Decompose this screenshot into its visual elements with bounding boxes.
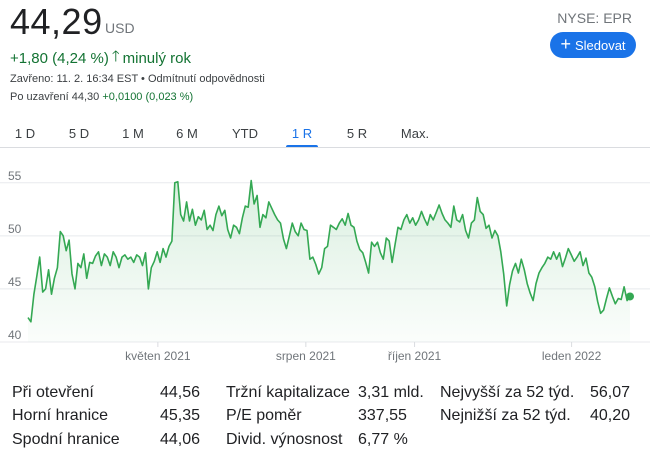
price-change: +1,80 (4,24 %) 🡑 minulý rok	[10, 46, 191, 71]
ticker-symbol: NYSE: EPR	[557, 10, 632, 26]
closed-info: Zavřeno: 11. 2. 16:34 EST • Odmítnutí od…	[10, 73, 265, 85]
after-hours-change: +0,0100 (0,023 %)	[102, 91, 194, 103]
tab-5r[interactable]: 5 R	[346, 125, 368, 141]
stat-mktcap-value: 3,31 mld.	[358, 384, 424, 401]
stat-mktcap-label: Tržní kapitalizace	[226, 384, 350, 401]
tab-1m[interactable]: 1 M	[122, 125, 144, 141]
change-value: +1,80 (4,24 %)	[10, 50, 109, 67]
change-period: minulý rok	[122, 50, 191, 67]
stat-high-value: 45,35	[159, 407, 200, 424]
stat-low-value: 44,06	[159, 431, 200, 448]
y-tick-label: 40	[8, 328, 22, 342]
stat-pe-value: 337,55	[358, 407, 407, 424]
stat-divyield-value: 6,77 %	[358, 431, 408, 448]
y-tick-label: 45	[8, 275, 22, 289]
stat-52low-value: 40,20	[589, 407, 630, 424]
stat-divyield-label: Divid. výnosnost	[226, 431, 343, 448]
follow-label: Sledovat	[574, 37, 626, 53]
plus-icon: +	[560, 34, 571, 54]
stat-open-label: Při otevření	[12, 384, 94, 401]
stat-52high-label: Nejvyšší za 52 týd.	[440, 384, 575, 401]
tab-max[interactable]: Max.	[400, 125, 430, 141]
tab-6m[interactable]: 6 M	[176, 125, 198, 141]
x-tick-label: říjen 2021	[388, 349, 442, 363]
stat-pe-label: P/E poměr	[226, 407, 302, 424]
tabs-divider	[0, 147, 650, 148]
y-axis-ticks: 55 50 45 40	[8, 170, 22, 342]
tab-1r[interactable]: 1 R	[286, 120, 318, 148]
follow-button[interactable]: + Sledovat	[550, 32, 636, 58]
after-hours-info: Po uzavření 44,30 +0,0100 (0,023 %)	[10, 91, 193, 103]
stat-open-value: 44,56	[159, 384, 200, 401]
y-tick-label: 50	[8, 222, 22, 236]
arrow-up-icon: 🡑	[111, 48, 120, 65]
current-price-dot	[626, 292, 634, 301]
x-tick-label: květen 2021	[125, 349, 191, 363]
stat-high-label: Horní hranice	[12, 407, 109, 424]
tab-5d[interactable]: 5 D	[68, 125, 90, 141]
x-tick-label: leden 2022	[542, 349, 602, 363]
tab-1d[interactable]: 1 D	[14, 125, 36, 141]
x-axis-labels: květen 2021 srpen 2021 říjen 2021 leden 202…	[125, 342, 602, 363]
after-hours-label: Po uzavření 44,30	[10, 91, 100, 103]
stat-52high-value: 56,07	[589, 384, 630, 401]
stat-52low-label: Nejnižší za 52 týd.	[440, 407, 571, 424]
stat-low-label: Spodní hranice	[12, 431, 120, 448]
currency-label: USD	[105, 20, 135, 36]
price-chart[interactable]: 55 50 45 40 květen 2021 srpen 2021 říjen 2021…	[0, 170, 650, 370]
x-tick-label: srpen 2021	[276, 349, 336, 363]
price-area	[28, 180, 630, 342]
price-line	[27, 179, 631, 323]
y-tick-label: 55	[8, 170, 22, 183]
tab-ytd[interactable]: YTD	[232, 125, 258, 141]
current-price: 44,29	[10, 1, 103, 42]
